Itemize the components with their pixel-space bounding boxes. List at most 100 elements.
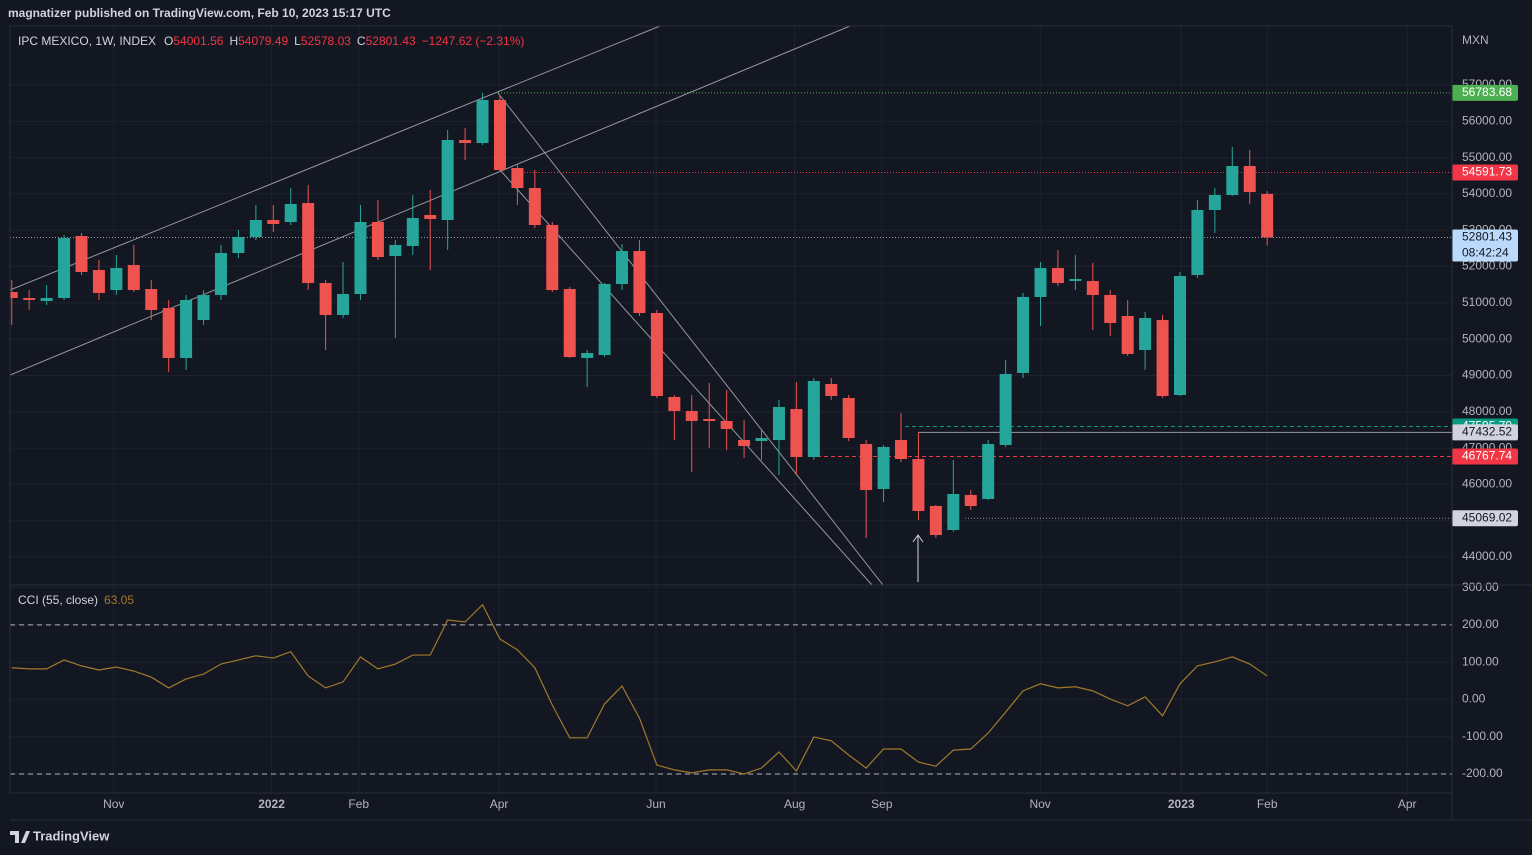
candle-body (127, 264, 140, 291)
candle-body (616, 251, 629, 284)
currency: MXN (1462, 33, 1489, 47)
candle-body (1261, 193, 1274, 238)
candle-body (284, 203, 297, 223)
candle-body (232, 237, 245, 254)
candle-body (929, 505, 942, 536)
candle-body (214, 253, 227, 295)
x-tick-label: Nov (1029, 797, 1050, 811)
y-tick-label: 54000.00 (1462, 186, 1512, 200)
ohlc-value: 54001.56 (173, 34, 224, 48)
symbol-title: IPC MEXICO, 1W, INDEX (18, 34, 157, 48)
candle-body (685, 411, 698, 421)
candle-body (807, 381, 820, 458)
x-tick-label: Feb (348, 797, 369, 811)
x-tick-label: Sep (871, 797, 893, 811)
ohlc-key: L (294, 34, 301, 48)
candle-body (668, 396, 681, 412)
candle-body (581, 353, 594, 358)
candle-body (964, 494, 977, 506)
y-tick-label: 100.00 (1462, 654, 1499, 668)
x-tick-label: Feb (1257, 797, 1278, 811)
candle-body (337, 294, 350, 315)
price-label: 56783.68 (1462, 85, 1512, 99)
price-pane (10, 26, 1452, 585)
y-tick-label: 46000.00 (1462, 477, 1512, 491)
candle-body (267, 220, 280, 225)
candle-body (354, 222, 367, 295)
ohlc-value: 54079.49 (238, 34, 289, 48)
ohlc-key: O (164, 34, 174, 48)
y-tick-label: 0.00 (1462, 692, 1486, 706)
axes: Nov 2022 Feb Apr Jun Aug Sep Nov 2023 Feb Apr 44000… (103, 77, 1518, 811)
candle-body (1226, 166, 1239, 195)
x-tick-label: Aug (784, 797, 805, 811)
ohlc-key: C (356, 34, 366, 48)
cci-last-value: 63.05 (104, 593, 135, 607)
candle-body (650, 312, 663, 397)
cci-title: CCI (55, close) (18, 593, 99, 607)
candle-body (546, 225, 559, 291)
candle-body (180, 299, 193, 358)
candle-body (842, 398, 855, 439)
trend-line (499, 169, 873, 585)
cci-pane (10, 603, 1452, 775)
y-tick-label: -100.00 (1462, 729, 1503, 743)
trend-line (10, 26, 661, 291)
y-tick-label: 56000.00 (1462, 113, 1512, 127)
price-label: 47432.52 (1462, 425, 1512, 439)
x-tick-label: 2023 (1168, 797, 1195, 811)
price-legend: IPC MEXICO, 1W, INDEX O54001.56 H54079.49 L… (18, 34, 524, 48)
candle-body (371, 222, 384, 258)
candle-body (1208, 194, 1221, 210)
y-tick-label: 50000.00 (1462, 331, 1512, 345)
y-tick-label: 48000.00 (1462, 404, 1512, 418)
candle-body (441, 140, 454, 221)
candle-body (58, 238, 71, 299)
y-tick-label: -200.00 (1462, 766, 1503, 780)
candle-body (75, 235, 88, 273)
y-tick-label: 200.00 (1462, 617, 1499, 631)
grid (10, 26, 1452, 793)
countdown: 08:42:24 (1462, 246, 1509, 260)
cci-line (11, 603, 1268, 775)
x-tick-label: Apr (1398, 797, 1417, 811)
candle-body (790, 409, 803, 458)
candle-body (982, 444, 995, 499)
price-label-box (1452, 424, 1518, 441)
candle-body (1243, 166, 1256, 193)
candle-body (40, 298, 53, 302)
candle-body (145, 288, 158, 310)
candle-body (424, 214, 437, 219)
candle-body (633, 251, 646, 313)
price-label-box (1452, 84, 1518, 101)
x-tick-label: 2022 (258, 797, 285, 811)
price-label-box (1452, 229, 1518, 262)
candle-body (703, 418, 716, 421)
candle-body (999, 373, 1012, 445)
candle-body (511, 168, 524, 189)
candle-body (302, 203, 315, 284)
candle-body (389, 244, 402, 256)
candle-body (720, 420, 733, 430)
arrow-head (912, 534, 924, 543)
y-tick-label: 52000.00 (1462, 259, 1512, 273)
candle-body (162, 307, 175, 358)
candle-body (1156, 320, 1169, 397)
candle-body (406, 218, 419, 247)
candle-body (860, 444, 873, 491)
ohlc-value: 52801.43 (365, 34, 416, 48)
candle-body (1034, 268, 1047, 297)
candle-body (10, 292, 18, 299)
x-tick-label: Jun (646, 797, 665, 811)
brand: TradingView (33, 828, 110, 843)
candle-body (249, 220, 262, 238)
candle-body (772, 407, 785, 441)
candle-body (1017, 296, 1030, 373)
candle-body (197, 294, 210, 321)
logo-icon (10, 831, 30, 843)
ohlc-key: H (229, 34, 239, 48)
publisher: magnatizer published on TradingView.com,… (8, 6, 391, 20)
price-label-box (1452, 164, 1518, 181)
